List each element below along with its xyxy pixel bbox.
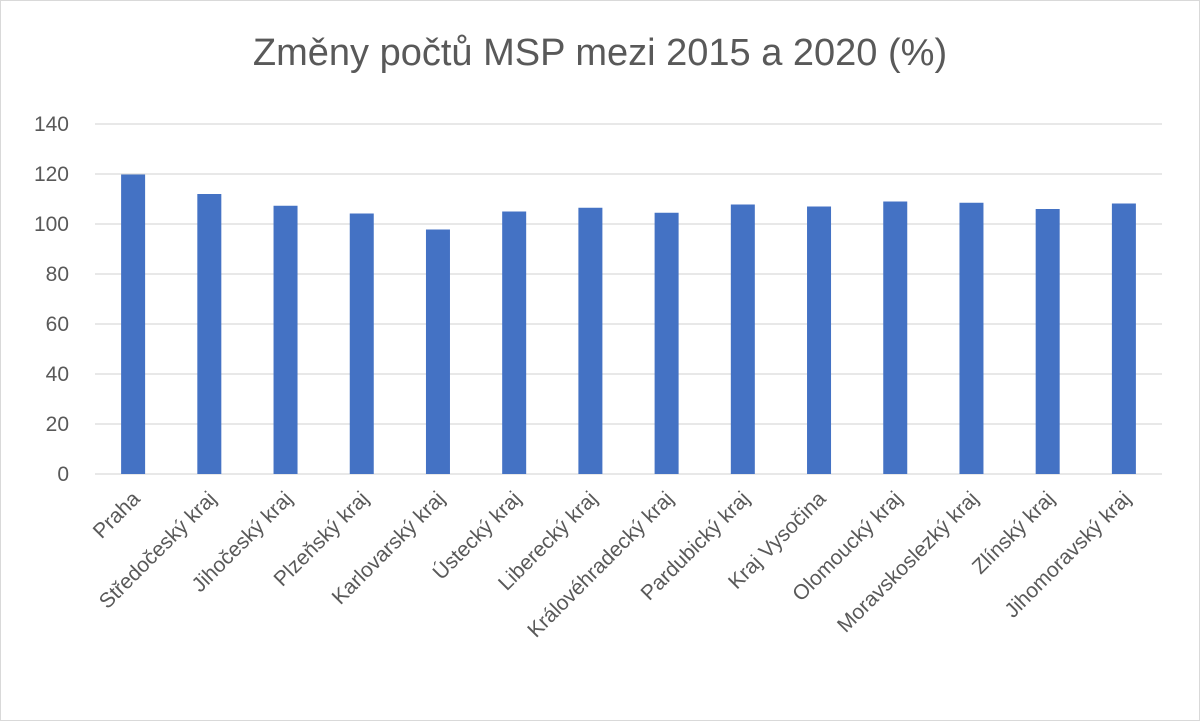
bar bbox=[883, 201, 908, 474]
y-tick-label: 100 bbox=[34, 213, 69, 236]
x-tick-label: Praha bbox=[89, 487, 145, 543]
bar bbox=[578, 207, 603, 474]
chart-title: Změny počtů MSP mezi 2015 a 2020 (%) bbox=[252, 32, 948, 74]
y-axis-ticks: 0 20 40 60 80 100 120 140 bbox=[34, 113, 69, 486]
bar bbox=[1111, 203, 1136, 474]
y-tick-label: 80 bbox=[46, 263, 69, 286]
bar bbox=[654, 212, 679, 474]
bar bbox=[121, 174, 146, 474]
bar bbox=[1035, 209, 1060, 474]
bar bbox=[807, 206, 832, 474]
bar bbox=[502, 211, 527, 474]
bars bbox=[121, 174, 1136, 474]
y-tick-label: 40 bbox=[46, 363, 69, 386]
x-tick-label: Královéhradecký kraj bbox=[523, 487, 678, 642]
bar bbox=[425, 229, 450, 474]
bar bbox=[273, 205, 298, 474]
y-tick-label: 60 bbox=[46, 313, 69, 336]
x-tick-label: Jihomoravský kraj bbox=[1000, 487, 1135, 622]
bar bbox=[197, 194, 222, 474]
y-tick-label: 120 bbox=[34, 163, 69, 186]
bar bbox=[730, 204, 755, 474]
y-tick-label: 140 bbox=[34, 113, 69, 136]
bar bbox=[349, 213, 374, 474]
y-tick-label: 0 bbox=[57, 463, 69, 486]
x-tick-label: Moravskoslezký kraj bbox=[833, 487, 983, 637]
y-tick-label: 20 bbox=[46, 413, 69, 436]
bar bbox=[959, 202, 984, 474]
gridlines bbox=[95, 123, 1162, 475]
